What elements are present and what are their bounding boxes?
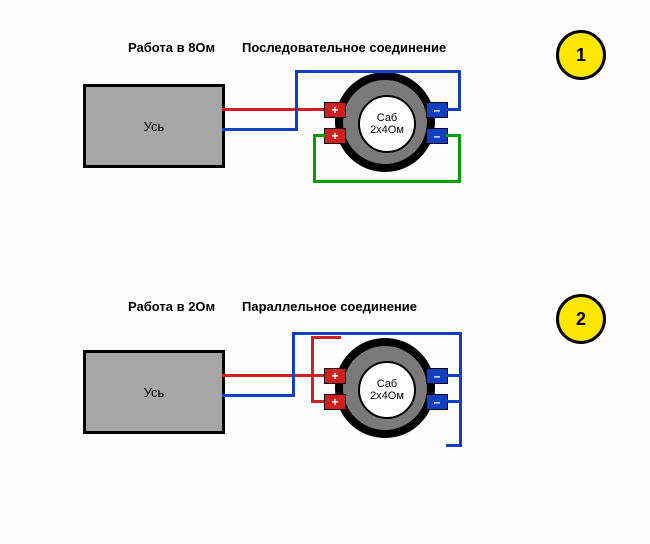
wire-pos	[222, 374, 324, 377]
page: Работа в 8Ом Последовательное соединение…	[0, 0, 650, 544]
terminal-plus-icon: +	[324, 394, 346, 410]
speaker-label-line1: Саб	[377, 112, 398, 124]
wire-neg	[222, 394, 295, 397]
terminal-plus-icon: +	[324, 102, 346, 118]
badge-number: 1	[576, 45, 586, 66]
wire-neg	[222, 128, 298, 131]
connection-label-2: Параллельное соединение	[242, 299, 417, 314]
wire-neg	[292, 332, 295, 397]
wire-pos	[222, 108, 324, 111]
terminal-minus-icon: –	[426, 102, 448, 118]
wire-pos	[311, 336, 314, 377]
wire-pos	[311, 336, 341, 339]
speaker-ring-inner: Саб 2х4Ом	[358, 361, 416, 419]
wire-neg	[446, 108, 461, 111]
speaker-label-line2: 2х4Ом	[370, 124, 404, 136]
speaker-ring-inner: Саб 2х4Ом	[358, 95, 416, 153]
amp-label: Усь	[144, 119, 165, 134]
amplifier-2: Усь	[83, 350, 225, 434]
terminal-minus-icon: –	[426, 394, 448, 410]
diagram-badge-2: 2	[556, 294, 606, 344]
wire-link	[313, 180, 461, 183]
amplifier-1: Усь	[83, 84, 225, 168]
amp-label: Усь	[144, 385, 165, 400]
connection-label-1: Последовательное соединение	[242, 40, 446, 55]
speaker-label-line2: 2х4Ом	[370, 390, 404, 402]
wire-pos	[311, 374, 314, 402]
wire-link	[458, 134, 461, 182]
mode-label-1: Работа в 8Ом	[128, 40, 215, 55]
wire-neg	[459, 374, 462, 446]
wire-neg	[446, 444, 462, 447]
wire-neg	[295, 70, 298, 131]
wire-link	[313, 134, 316, 182]
wire-neg	[446, 400, 462, 403]
diagram-badge-1: 1	[556, 30, 606, 80]
wire-neg	[292, 332, 462, 335]
terminal-plus-icon: +	[324, 368, 346, 384]
wire-link	[446, 134, 461, 137]
wire-neg	[295, 70, 461, 73]
wire-neg	[458, 70, 461, 110]
wire-neg	[459, 332, 462, 376]
wire-pos	[311, 400, 324, 403]
terminal-minus-icon: –	[426, 368, 448, 384]
terminal-minus-icon: –	[426, 128, 448, 144]
mode-label-2: Работа в 2Ом	[128, 299, 215, 314]
speaker-label-line1: Саб	[377, 378, 398, 390]
terminal-plus-icon: +	[324, 128, 346, 144]
badge-number: 2	[576, 309, 586, 330]
